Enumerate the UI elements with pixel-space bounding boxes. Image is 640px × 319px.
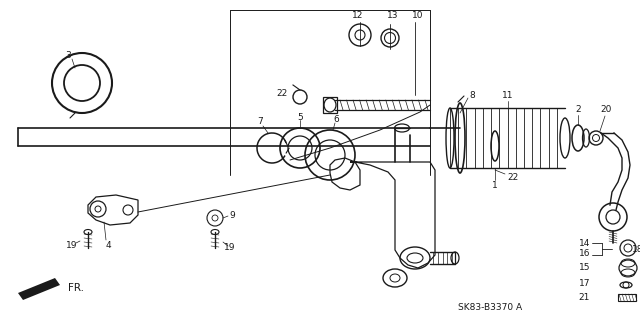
Text: 22: 22 bbox=[276, 88, 287, 98]
Text: 3: 3 bbox=[65, 50, 71, 60]
Text: 13: 13 bbox=[387, 11, 399, 20]
Text: 7: 7 bbox=[257, 117, 263, 127]
Polygon shape bbox=[18, 278, 60, 300]
Text: 16: 16 bbox=[579, 249, 590, 258]
Text: SK83-B3370 A: SK83-B3370 A bbox=[458, 303, 522, 313]
Text: 14: 14 bbox=[579, 239, 590, 248]
Bar bbox=[323, 97, 337, 113]
Bar bbox=[618, 294, 636, 301]
Text: 17: 17 bbox=[579, 279, 590, 288]
Text: 19: 19 bbox=[224, 243, 236, 253]
Text: 1: 1 bbox=[492, 181, 498, 189]
Text: 5: 5 bbox=[297, 113, 303, 122]
Text: 15: 15 bbox=[579, 263, 590, 272]
Text: 11: 11 bbox=[502, 92, 514, 100]
Text: 10: 10 bbox=[412, 11, 424, 20]
Text: 8: 8 bbox=[469, 91, 475, 100]
Text: 6: 6 bbox=[333, 115, 339, 124]
Text: 22: 22 bbox=[508, 174, 518, 182]
Text: FR.: FR. bbox=[68, 283, 84, 293]
Text: 9: 9 bbox=[229, 211, 235, 219]
Text: 2: 2 bbox=[575, 106, 581, 115]
Text: 18: 18 bbox=[632, 244, 640, 254]
Text: 4: 4 bbox=[105, 241, 111, 249]
Text: 21: 21 bbox=[579, 293, 590, 301]
Text: 12: 12 bbox=[352, 11, 364, 20]
Text: 20: 20 bbox=[600, 106, 612, 115]
Text: 19: 19 bbox=[67, 241, 77, 249]
